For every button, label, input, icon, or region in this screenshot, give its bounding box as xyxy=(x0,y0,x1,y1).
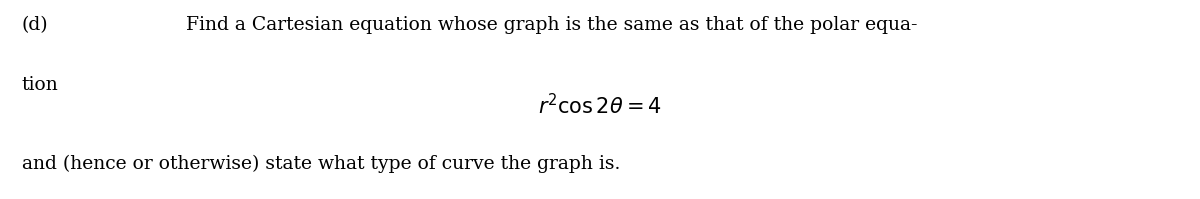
Text: tion: tion xyxy=(22,76,59,94)
Text: (d): (d) xyxy=(22,16,48,34)
Text: $r^2 \cos 2\theta = 4$: $r^2 \cos 2\theta = 4$ xyxy=(538,93,662,118)
Text: Find a Cartesian equation whose graph is the same as that of the polar equa-: Find a Cartesian equation whose graph is… xyxy=(186,16,918,34)
Text: and (hence or otherwise) state what type of curve the graph is.: and (hence or otherwise) state what type… xyxy=(22,155,620,173)
